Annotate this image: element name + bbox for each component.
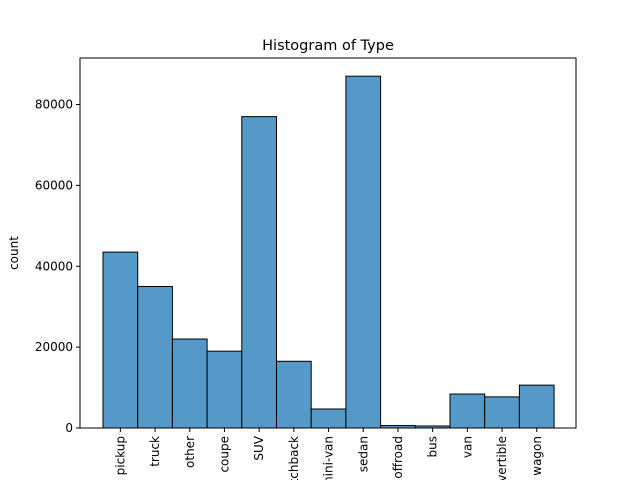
- x-tick-label: other: [183, 436, 197, 468]
- x-axis-ticks: pickup truck other coupe SUV hatchback mini-va…: [113, 428, 544, 480]
- bar-other: [171, 338, 208, 429]
- bar-sedan: [345, 75, 382, 429]
- y-tick-label: 20000: [35, 340, 73, 354]
- x-tick-label: van: [460, 436, 474, 458]
- bar-truck: [137, 285, 173, 429]
- chart-title: Histogram of Type: [262, 38, 394, 54]
- x-tick-label: coupe: [217, 436, 231, 473]
- x-tick-label: pickup: [113, 436, 127, 475]
- y-tick-label: 0: [65, 421, 73, 435]
- bar-pickup: [102, 251, 139, 429]
- bar-coupe: [206, 350, 243, 429]
- x-tick-label: convertible: [495, 436, 509, 480]
- x-tick-label: bus: [426, 436, 440, 457]
- x-tick-label: SUV: [252, 435, 266, 460]
- x-tick-label: offroad: [391, 436, 405, 479]
- y-tick-label: 40000: [35, 259, 73, 273]
- bar-convertible: [484, 396, 520, 429]
- x-tick-label: mini-van: [322, 436, 336, 480]
- y-tick-label: 80000: [35, 98, 73, 112]
- bar-mini-van: [310, 408, 347, 429]
- bar-hatchback: [276, 360, 312, 429]
- x-tick-label: wagon: [530, 436, 544, 476]
- y-axis-ticks: 0 20000 40000 60000 80000: [35, 98, 80, 435]
- bar-wagon: [518, 384, 555, 429]
- bar-suv: [241, 116, 278, 429]
- bars-group: [102, 75, 555, 429]
- x-tick-label: hatchback: [287, 436, 301, 480]
- y-axis-label: count: [7, 236, 21, 270]
- y-tick-label: 60000: [35, 178, 73, 192]
- x-tick-label: sedan: [356, 436, 370, 472]
- x-tick-label: truck: [148, 436, 162, 467]
- plot-frame: [79, 57, 577, 429]
- bar-van: [449, 393, 486, 429]
